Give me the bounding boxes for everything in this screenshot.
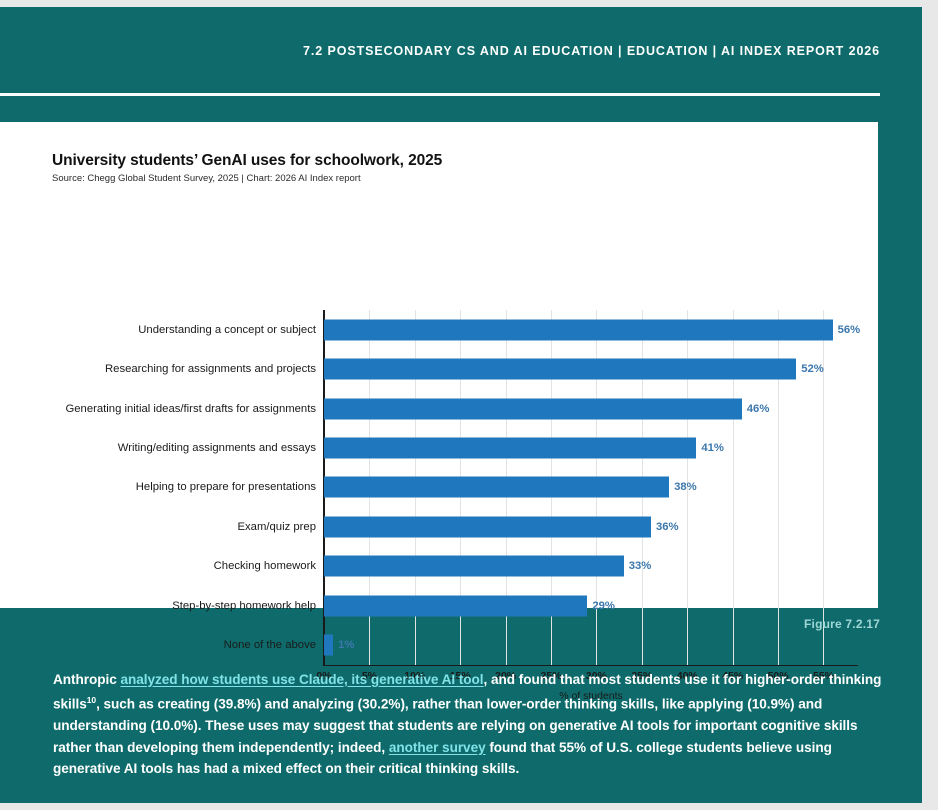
header-divider xyxy=(0,93,880,96)
category-label: Checking homework xyxy=(213,560,316,573)
x-tick-label: 0% xyxy=(316,670,332,682)
x-tick-label: 5% xyxy=(361,670,377,682)
x-tick-label: 15% xyxy=(449,670,471,682)
x-tick-label: 25% xyxy=(540,670,562,682)
running-head: 7.2 POSTSECONDARY CS AND AI EDUCATION | … xyxy=(303,44,880,58)
bar xyxy=(324,398,742,420)
bar-row: Understanding a concept or subject 56% xyxy=(138,310,861,349)
x-axis-title: % of students xyxy=(559,690,623,702)
bar-row: Researching for assignments and projects… xyxy=(105,349,858,388)
body-link[interactable]: another survey xyxy=(388,739,486,755)
category-label: Step-by-step homework help xyxy=(172,599,316,612)
body-text-run: , such as creating (39.8%) and analyzing… xyxy=(53,696,858,755)
category-label: Helping to prepare for presentations xyxy=(135,481,316,494)
bar-value-label: 41% xyxy=(701,442,724,455)
category-label: Writing/editing assignments and essays xyxy=(117,442,316,455)
bar xyxy=(324,437,697,459)
body-text-run: , and found that most students use it fo… xyxy=(53,671,882,712)
x-tick-label: 40% xyxy=(676,670,698,682)
y-axis-line xyxy=(323,310,325,665)
bar-value-label: 33% xyxy=(628,560,652,573)
bar-value-label: 46% xyxy=(746,402,770,415)
x-tick-label: 30% xyxy=(585,670,607,682)
bar-row: Writing/editing assignments and essays 41… xyxy=(118,428,858,467)
x-tick-label: 55% xyxy=(812,670,834,682)
x-tick-label: 10% xyxy=(404,670,426,682)
bar-row: None of the above 1% xyxy=(224,626,858,665)
body-paragraph: Anthropic analyzed how students use Clau… xyxy=(53,669,885,780)
bar xyxy=(324,516,651,538)
bar-row: Generating initial ideas/first drafts fo… xyxy=(65,389,858,428)
bar xyxy=(324,476,670,498)
footnote-marker: 10 xyxy=(86,695,97,706)
category-label: Researching for assignments and projects xyxy=(105,363,316,376)
bar-chart-plot-area: Understanding a concept or subject 56% Res… xyxy=(65,310,861,702)
category-label: Generating initial ideas/first drafts fo… xyxy=(65,402,316,415)
bar-value-label: 56% xyxy=(837,323,861,336)
figure-caption: Figure 7.2.17 xyxy=(804,617,880,631)
bar-row: Checking homework 33% xyxy=(214,547,858,586)
page-header: 7.2 POSTSECONDARY CS AND AI EDUCATION | … xyxy=(0,7,922,96)
x-tick-label: 50% xyxy=(767,670,789,682)
chart-source-note: Source: Chegg Global Student Survey, 202… xyxy=(52,173,361,184)
body-link[interactable]: analyzed how students use Claude, its ge… xyxy=(120,671,484,687)
bar-value-label: 29% xyxy=(592,599,615,612)
chart-panel: University students’ GenAI uses for scho… xyxy=(0,122,878,702)
x-tick-label: 35% xyxy=(631,670,653,682)
bar xyxy=(324,358,797,380)
bar-value-label: 38% xyxy=(674,481,697,494)
body-text-run: found that 55% of U.S. college students … xyxy=(53,739,832,777)
chart-title: University students’ GenAI uses for scho… xyxy=(52,152,443,169)
gridline xyxy=(687,310,689,665)
category-label: None of the above xyxy=(223,639,316,652)
x-tick-label: 20% xyxy=(495,670,517,682)
category-label: Exam/quiz prep xyxy=(237,520,317,533)
bar-value-label: 1% xyxy=(338,639,355,652)
report-page: 7.2 POSTSECONDARY CS AND AI EDUCATION | … xyxy=(0,7,922,803)
bar xyxy=(324,319,833,341)
bar-value-label: 36% xyxy=(655,520,679,533)
bar xyxy=(324,555,624,577)
bar xyxy=(324,595,588,617)
bar xyxy=(324,634,334,656)
gridline xyxy=(732,310,734,665)
bar-row: Exam/quiz prep 36% xyxy=(238,507,858,546)
bar-value-label: 52% xyxy=(801,363,824,376)
x-tick-label: 45% xyxy=(722,670,744,682)
category-label: Understanding a concept or subject xyxy=(138,323,316,336)
x-axis-line xyxy=(323,664,858,666)
gridline xyxy=(778,310,780,665)
bar-row: Helping to prepare for presentations 38% xyxy=(136,468,858,507)
body-text-run: Anthropic xyxy=(53,671,121,687)
gridline xyxy=(823,310,825,665)
bar-row: Step-by-step homework help 29% xyxy=(172,586,858,625)
